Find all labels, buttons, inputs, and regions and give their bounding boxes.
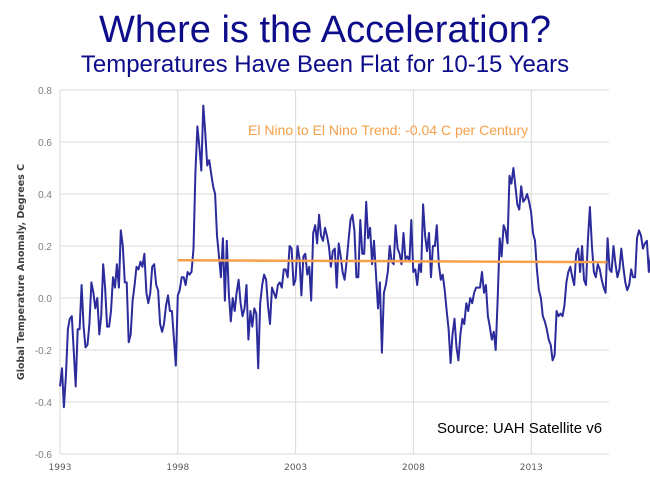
source-annotation: Source: UAH Satellite v6 [437,420,602,437]
chart-subtitle: Temperatures Have Been Flat for 10-15 Ye… [80,51,570,78]
y-tick-label: 0.0 [38,294,52,305]
y-tick-label: -0.4 [35,398,53,409]
y-tick-label: 0.6 [38,138,52,149]
x-tick-label: 1993 [49,463,72,473]
y-axis-label: Global Temperature Anomaly, Degrees C [16,164,27,380]
x-tick-label: 2003 [284,463,307,473]
y-axis-ticks: 0.8 0.6 0.4 0.2 0.0 -0.2 -0.4 -0.6 [35,86,53,461]
y-tick-label: -0.2 [35,346,53,357]
y-tick-label: 0.4 [38,190,52,201]
gridlines [59,89,609,455]
temperature-series-line [59,104,650,409]
trend-line [177,259,607,264]
y-tick-label: -0.6 [35,450,53,461]
trend-annotation: El Nino to El Nino Trend: -0.04 C per Ce… [248,122,528,138]
y-tick-label: 0.2 [38,242,52,253]
x-axis-ticks: 1993 1998 2003 2008 2013 [49,463,543,473]
y-tick-label: 0.8 [38,86,52,97]
chart-title: Where is the Acceleration? [98,9,551,51]
x-tick-label: 1998 [166,463,189,473]
x-tick-label: 2013 [520,463,543,473]
series-group [59,104,650,409]
x-tick-label: 2008 [402,463,425,473]
